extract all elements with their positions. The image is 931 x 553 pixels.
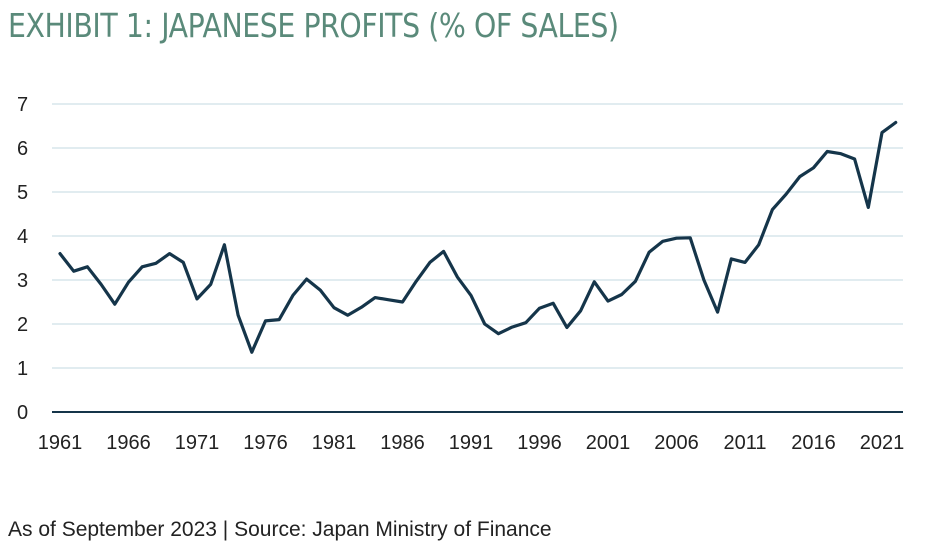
y-tick-label: 5: [17, 182, 28, 204]
x-tick-label: 1966: [106, 432, 151, 454]
x-tick-label: 1971: [175, 432, 220, 454]
x-tick-label: 2016: [791, 432, 836, 454]
x-tick-label: 1981: [312, 432, 357, 454]
x-axis-ticks: 1961 1966 1971 1976 1981 1986 1991 1996 2001 2006…: [38, 432, 905, 454]
x-tick-label: 2001: [586, 432, 631, 454]
series-line-0: [58, 120, 898, 354]
y-axis-ticks: 0 1 2 3 4 5 6 7: [17, 94, 28, 424]
series-group: [58, 120, 898, 354]
x-tick-label: 1996: [517, 432, 562, 454]
x-tick-label: 2006: [654, 432, 699, 454]
source-note: As of September 2023 | Source: Japan Min…: [8, 518, 552, 541]
y-tick-label: 2: [17, 314, 28, 336]
x-tick-label: 1976: [243, 432, 288, 454]
x-tick-label: 2011: [723, 432, 766, 454]
y-tick-label: 4: [17, 226, 28, 248]
x-tick-label: 1961: [38, 432, 83, 454]
x-tick-label: 2021: [860, 432, 905, 454]
chart-title: EXHIBIT 1: JAPANESE PROFITS (% OF SALES): [8, 6, 619, 45]
grid-lines: [52, 103, 903, 369]
y-tick-label: 7: [17, 94, 28, 116]
y-tick-label: 6: [17, 138, 28, 160]
x-tick-label: 1986: [380, 432, 425, 454]
y-tick-label: 3: [17, 270, 28, 292]
x-tick-label: 1991: [449, 432, 494, 454]
y-tick-label: 0: [17, 402, 28, 424]
y-tick-label: 1: [17, 358, 28, 380]
